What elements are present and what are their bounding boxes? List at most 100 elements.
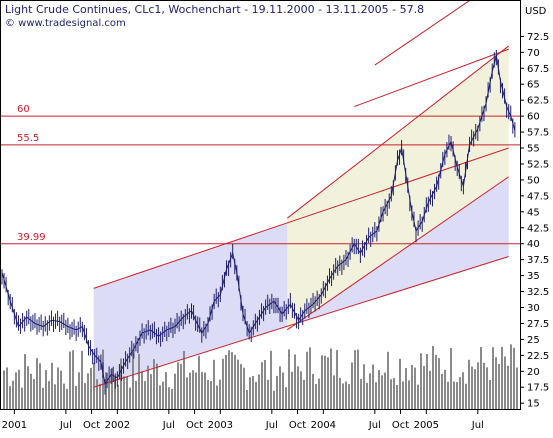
trend-line [93,255,509,388]
x-tick-label: Jul [471,420,484,431]
volume-bar [405,368,407,409]
volume-bar [510,344,512,409]
volume-bar [408,380,410,409]
volume-bar [246,389,248,409]
volume-bar [108,381,110,409]
volume-bar [372,364,374,409]
volume-bar [138,353,140,409]
volume-bar [420,353,422,409]
volume-bar [282,372,284,409]
x-tick-label: Oct [186,420,203,431]
volume-bar [315,383,317,409]
volume-bar [438,358,440,409]
price-series [1,49,516,395]
volume-bar [264,360,266,409]
volume-bar [501,346,503,409]
y-tick-label: 45 [527,207,540,218]
volume-bar [105,372,107,409]
volume-bar [321,355,323,409]
volume-bar [219,379,221,409]
volume-bar [261,362,263,409]
volume-bar [492,347,494,409]
y-tick-label: 67.5 [527,64,549,75]
volume-bar [30,373,32,409]
volume-bar [96,379,98,409]
volume-bar [450,347,452,409]
volume-bar [453,381,455,409]
trend-line [374,1,470,66]
y-tick-label: 47.5 [527,191,549,202]
y-tick-label: 37.5 [527,255,549,266]
x-tick-label: 2005 [414,420,439,431]
volume-bar [336,350,338,409]
volume-bar [369,373,371,409]
x-tick-label: Jul [162,420,175,431]
volume-bar [375,382,377,409]
volume-bar [258,374,260,409]
volume-bar [63,383,65,409]
x-tick-label: 2003 [208,420,233,431]
volume-bar [114,377,116,409]
inner-channel-band [287,45,509,330]
x-tick-label: Oct [289,420,306,431]
level-label: 55.5 [17,133,39,144]
trend-line [354,48,509,108]
volume-bar [168,387,170,409]
y-tick-label: 20 [527,367,540,378]
volume-bar [210,381,212,409]
volume-bar [288,349,290,409]
volume-bar [129,387,131,409]
volume-bar [276,375,278,409]
volume-bar [180,363,182,409]
y-tick-label: 62.5 [527,96,549,107]
volume-bar [270,350,272,409]
volume-bar [132,352,134,409]
volume-bar [462,372,464,409]
volume-bar [84,383,86,409]
volume-bar [9,386,11,409]
volume-bar [441,373,443,409]
x-axis: 2001 Jul Oct 2002 Jul Oct 2003 Jul Oct 2004 Jul Oct… [2,409,484,431]
y-tick-label: 30 [527,303,540,314]
volume-bar [330,348,332,409]
volume-bar [225,354,227,409]
volume-bar [474,369,476,409]
x-tick-label: Oct [83,420,100,431]
volume-bar [384,372,386,409]
volume-bar [468,359,470,409]
x-tick-label: 2004 [311,420,336,431]
volume-bar [267,379,269,409]
volume-bar [399,358,401,409]
volume-bar [465,383,467,409]
volume-bar [366,382,368,409]
volume-bar [192,370,194,409]
volume-bar [126,376,128,409]
x-tick-label: Oct [392,420,409,431]
volume-bar [66,388,68,409]
volume-bar [186,377,188,409]
volume-bar [237,359,239,409]
volume-bar [240,364,242,409]
volume-bar [120,358,122,409]
y-tick-label: 55 [527,144,540,155]
volume-bar [339,377,341,409]
volume-bar [42,387,44,409]
volume-bar [324,355,326,409]
y-tick-label: 27.5 [527,319,549,330]
y-tick-label: 72.5 [527,32,549,43]
volume-bar [291,371,293,409]
volume-bar [57,367,59,409]
volume-bar [33,379,35,409]
source-label: © www.tradesignal.com [5,18,126,29]
y-tick-label: 52.5 [527,159,549,170]
volume-bar [36,358,38,409]
volume-bar [498,364,500,409]
trend-line [286,176,509,331]
trend-lines [93,1,510,388]
volume-bar [45,370,47,409]
volume-bar [360,378,362,409]
volume-bar [285,387,287,409]
level-label: 39.99 [17,232,46,243]
y-tick-label: 40 [527,239,540,250]
volume-histogram [3,344,518,409]
